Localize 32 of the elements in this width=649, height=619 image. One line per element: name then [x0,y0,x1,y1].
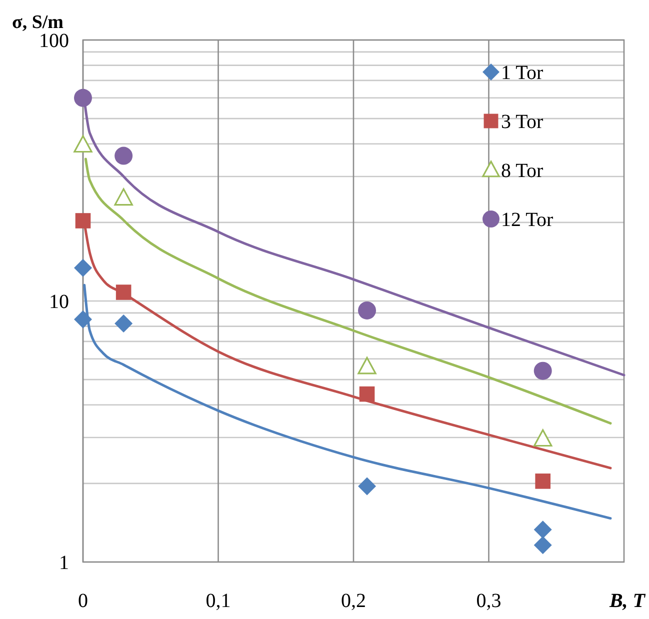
point [116,284,132,300]
y-axis-title: σ, S/m [12,12,64,33]
point [358,301,376,320]
legend-label: 3 Tor [501,111,544,133]
point [534,362,552,380]
legend-label: 12 Tor [501,209,554,231]
point [74,258,92,277]
point [534,429,552,447]
point [74,310,92,328]
y-tick-label: 10 [49,291,69,313]
y-tick-label: 1 [59,552,69,574]
point [114,314,133,332]
y-tick-label: 100 [39,30,69,52]
point [114,146,133,165]
point [74,88,92,107]
x-tick-label: 0,1 [206,590,231,612]
line-series [84,158,612,425]
legend-label: 1 Tor [501,62,544,84]
point [75,213,91,228]
point [534,536,552,554]
point [359,386,375,402]
point [535,474,550,489]
x-tick-label: 0,2 [341,590,366,612]
point [114,188,133,206]
point [358,477,376,496]
point [534,520,552,539]
point [74,135,92,153]
x-tick-label: 0,3 [476,590,502,612]
x-axis-title: B, T [608,590,646,612]
legend-label: 8 Tor [501,160,544,182]
point [358,356,376,374]
x-tick-label: 0 [78,590,88,612]
